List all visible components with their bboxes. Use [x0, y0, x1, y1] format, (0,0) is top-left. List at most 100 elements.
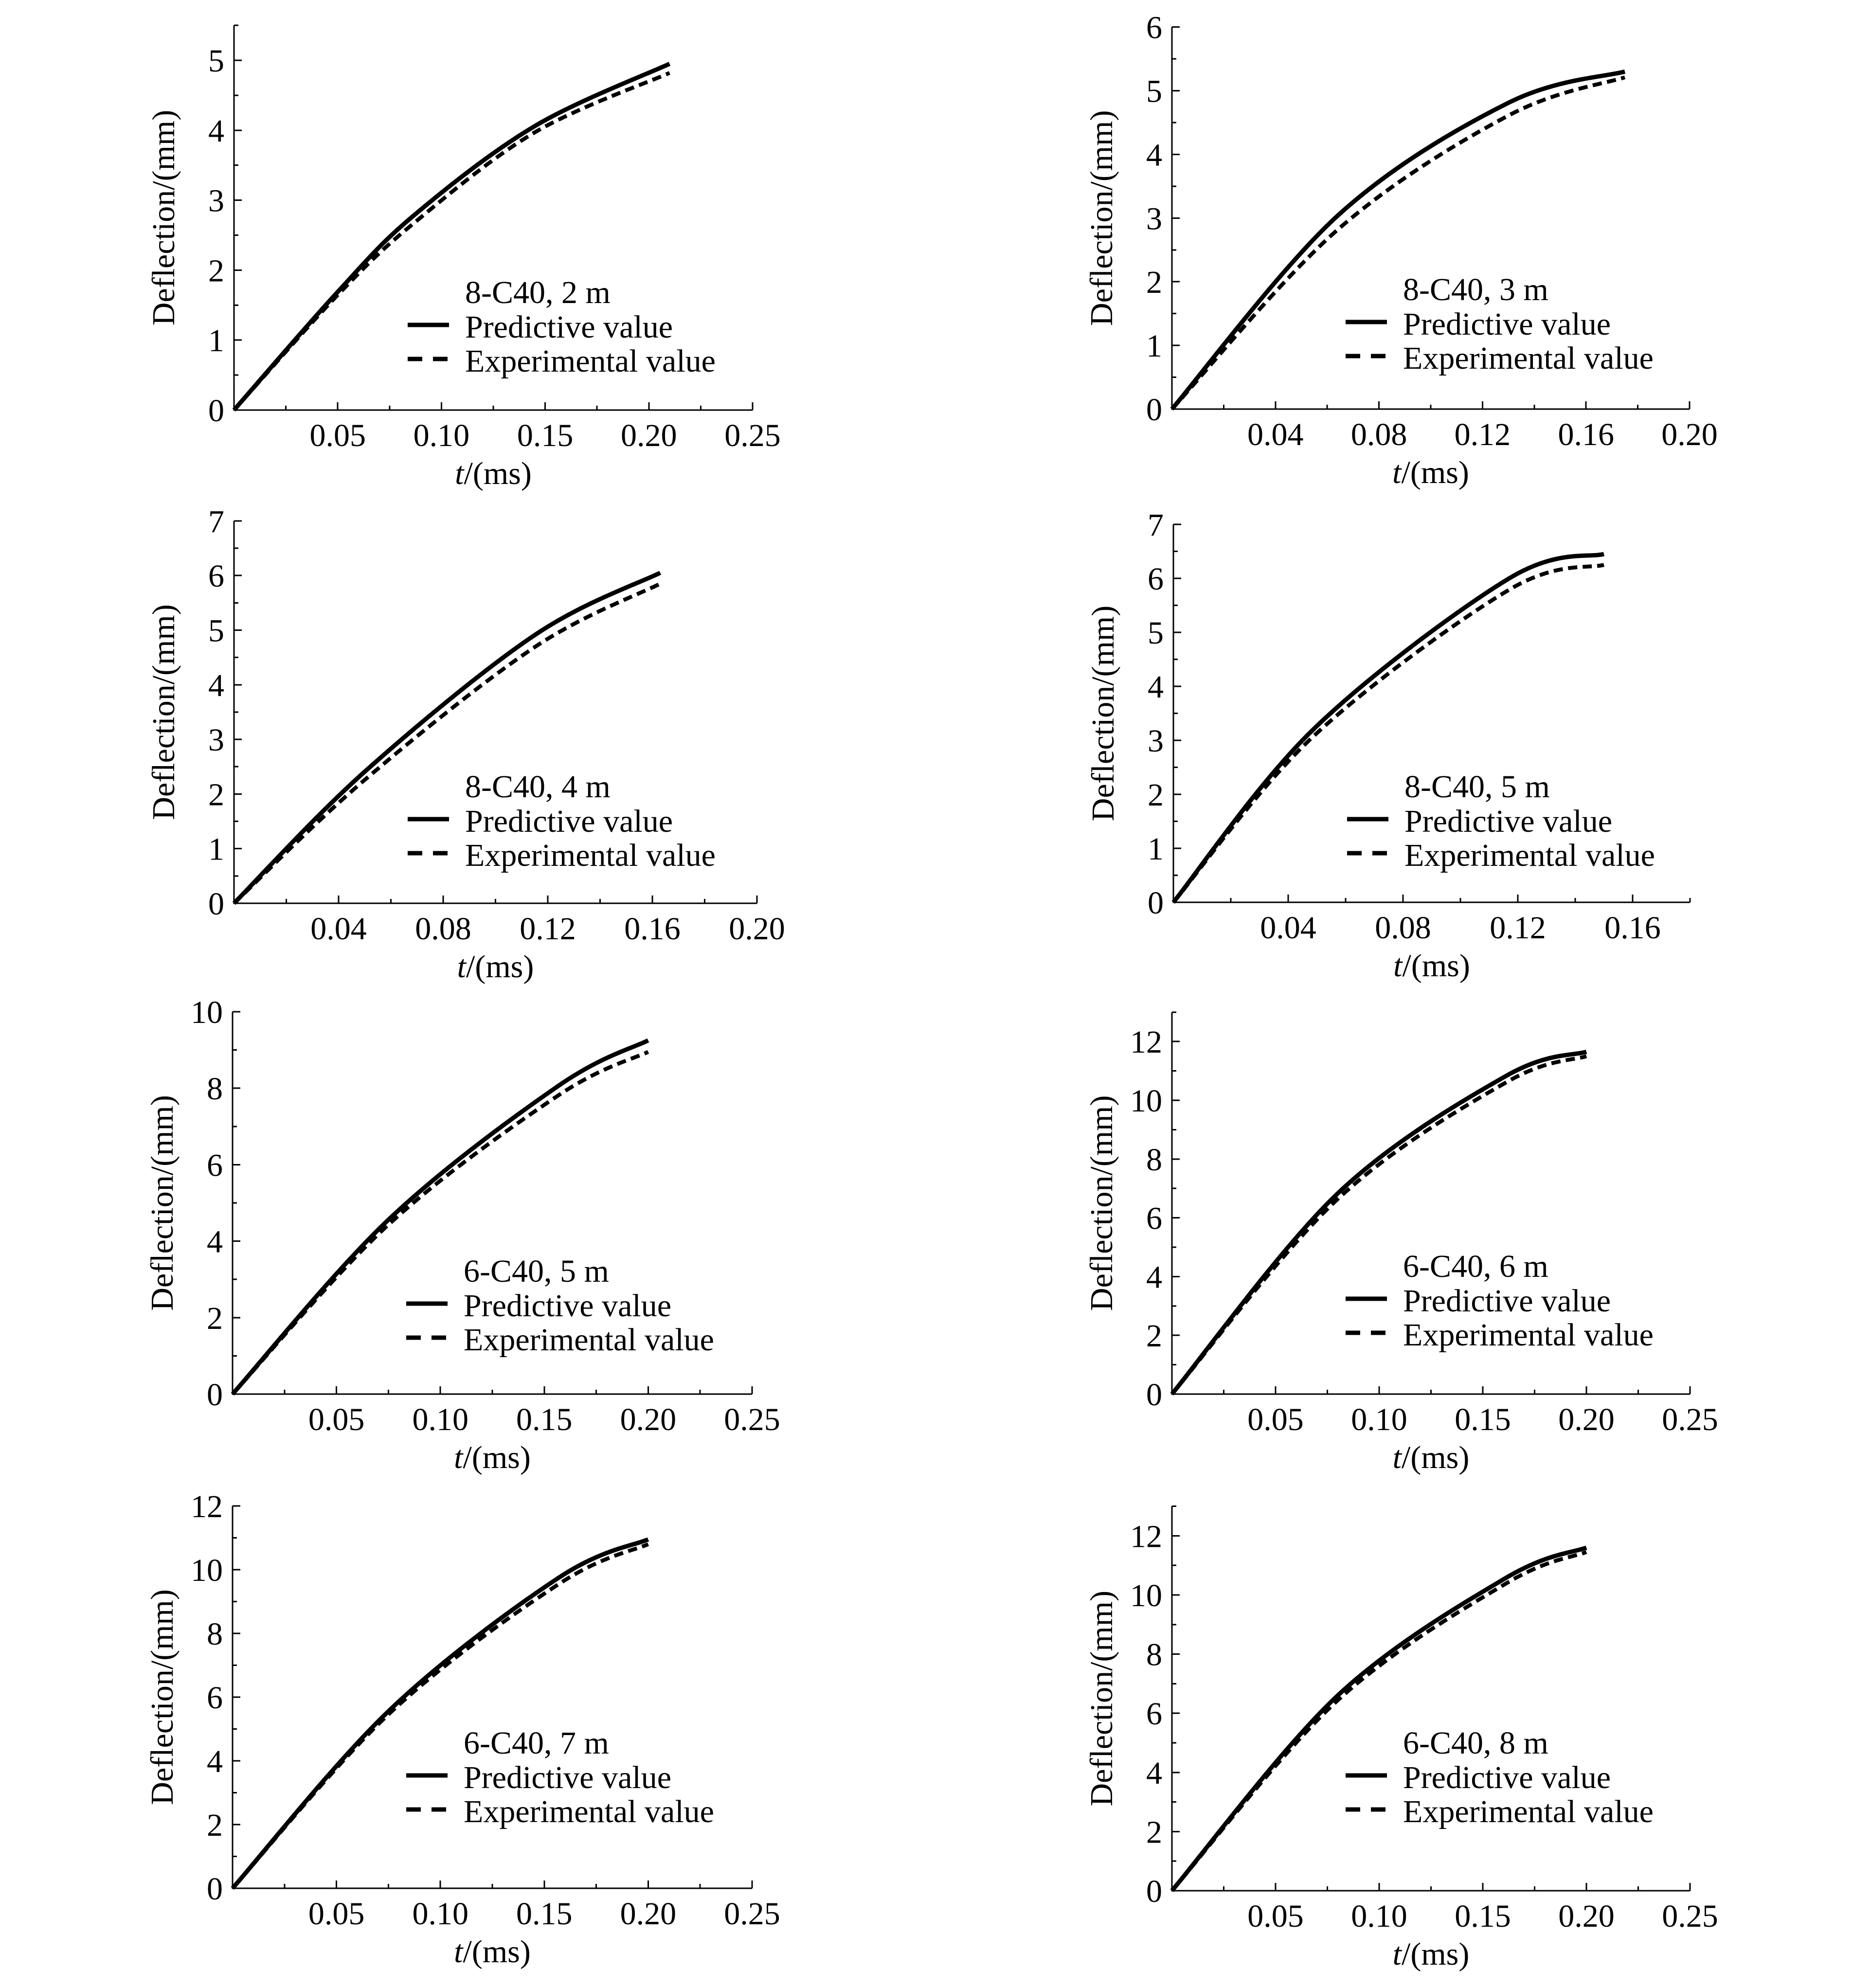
svg-text:0: 0	[207, 1377, 223, 1413]
svg-text:10: 10	[1130, 1083, 1162, 1119]
svg-text:Experimental value: Experimental value	[465, 343, 716, 379]
svg-text:6-C40, 6 m: 6-C40, 6 m	[1403, 1249, 1548, 1284]
svg-text:0.25: 0.25	[1662, 1402, 1718, 1437]
svg-text:4: 4	[207, 1744, 223, 1779]
svg-text:0.08: 0.08	[1351, 417, 1407, 452]
svg-text:Experimental value: Experimental value	[465, 838, 716, 873]
svg-text:0.20: 0.20	[1558, 1402, 1615, 1437]
svg-text:t/(ms): t/(ms)	[1393, 948, 1470, 984]
svg-text:1: 1	[208, 832, 224, 867]
svg-text:5: 5	[208, 613, 224, 649]
svg-text:0.12: 0.12	[520, 911, 576, 947]
svg-text:10: 10	[1130, 1578, 1162, 1613]
svg-text:0: 0	[1146, 1874, 1162, 1909]
svg-text:4: 4	[1146, 1259, 1162, 1295]
svg-text:4: 4	[1148, 669, 1164, 705]
svg-text:0: 0	[1146, 392, 1162, 428]
svg-text:0: 0	[207, 1871, 223, 1907]
svg-text:0.05: 0.05	[309, 418, 366, 453]
svg-text:Experimental value: Experimental value	[464, 1322, 714, 1358]
svg-text:8: 8	[207, 1071, 223, 1107]
svg-text:0.16: 0.16	[1604, 910, 1661, 946]
svg-text:Predictive value: Predictive value	[465, 309, 673, 345]
svg-text:6: 6	[1146, 10, 1162, 46]
svg-text:8-C40, 4 m: 8-C40, 4 m	[465, 769, 611, 805]
svg-text:4: 4	[208, 113, 224, 149]
svg-text:4: 4	[1146, 137, 1162, 173]
svg-text:t/(ms): t/(ms)	[1392, 455, 1469, 490]
svg-text:2: 2	[208, 777, 224, 812]
svg-text:4: 4	[1146, 1755, 1162, 1791]
svg-text:Deflection/(mm): Deflection/(mm)	[1084, 1591, 1119, 1807]
svg-text:5: 5	[208, 43, 224, 79]
svg-text:2: 2	[208, 253, 224, 288]
svg-text:0.10: 0.10	[412, 1402, 468, 1437]
svg-text:2: 2	[207, 1808, 223, 1843]
svg-text:0.20: 0.20	[1558, 1898, 1615, 1934]
svg-text:8-C40, 3 m: 8-C40, 3 m	[1403, 272, 1548, 307]
svg-text:Deflection/(mm): Deflection/(mm)	[146, 604, 181, 820]
svg-text:4: 4	[208, 668, 224, 703]
svg-text:0.05: 0.05	[308, 1896, 365, 1932]
svg-text:10: 10	[191, 1553, 223, 1588]
svg-text:0.12: 0.12	[1490, 910, 1546, 946]
svg-text:0.08: 0.08	[1375, 910, 1431, 946]
svg-text:0.25: 0.25	[724, 418, 781, 453]
svg-text:1: 1	[208, 323, 224, 358]
svg-text:2: 2	[1146, 265, 1162, 300]
svg-text:Predictive value: Predictive value	[464, 1288, 671, 1324]
svg-text:Predictive value: Predictive value	[464, 1760, 671, 1795]
svg-text:6-C40, 8 m: 6-C40, 8 m	[1403, 1725, 1548, 1761]
svg-text:0.10: 0.10	[1351, 1402, 1407, 1437]
svg-text:7: 7	[1148, 507, 1164, 543]
svg-text:0.20: 0.20	[1661, 417, 1718, 452]
svg-text:Experimental value: Experimental value	[464, 1794, 714, 1829]
svg-text:3: 3	[1148, 723, 1164, 759]
svg-text:0.05: 0.05	[1247, 1898, 1304, 1934]
svg-text:6: 6	[1146, 1201, 1162, 1236]
svg-text:0.10: 0.10	[414, 418, 470, 453]
svg-text:1: 1	[1146, 328, 1162, 364]
svg-text:Predictive value: Predictive value	[465, 804, 673, 839]
svg-text:8-C40, 2 m: 8-C40, 2 m	[465, 275, 611, 310]
svg-text:t/(ms): t/(ms)	[457, 949, 534, 985]
svg-text:0: 0	[1146, 1377, 1162, 1413]
svg-text:0.20: 0.20	[621, 418, 677, 453]
svg-text:Predictive value: Predictive value	[1403, 1760, 1611, 1795]
svg-text:3: 3	[208, 183, 224, 219]
svg-text:0.05: 0.05	[308, 1402, 365, 1437]
svg-text:0.04: 0.04	[1260, 910, 1316, 946]
svg-text:Deflection/(mm): Deflection/(mm)	[1084, 1095, 1119, 1311]
svg-text:Experimental value: Experimental value	[1404, 838, 1655, 873]
svg-text:Predictive value: Predictive value	[1404, 804, 1612, 839]
svg-text:Deflection/(mm): Deflection/(mm)	[1085, 606, 1121, 822]
svg-text:0.15: 0.15	[516, 1896, 573, 1932]
svg-text:0.20: 0.20	[620, 1896, 677, 1932]
svg-text:5: 5	[1148, 615, 1164, 651]
svg-text:Deflection/(mm): Deflection/(mm)	[144, 1589, 180, 1805]
svg-text:0.25: 0.25	[724, 1896, 780, 1932]
svg-text:t/(ms): t/(ms)	[1393, 1936, 1470, 1972]
svg-text:2: 2	[207, 1301, 223, 1336]
svg-text:0.04: 0.04	[1247, 417, 1304, 452]
svg-text:0.10: 0.10	[1351, 1898, 1407, 1934]
svg-text:t/(ms): t/(ms)	[454, 1440, 531, 1475]
svg-text:0: 0	[208, 393, 224, 429]
svg-text:0.15: 0.15	[517, 418, 574, 453]
svg-text:0.15: 0.15	[1455, 1402, 1511, 1437]
svg-text:0.25: 0.25	[724, 1402, 780, 1437]
svg-text:3: 3	[208, 722, 224, 758]
svg-text:t/(ms): t/(ms)	[454, 1934, 531, 1970]
svg-text:Predictive value: Predictive value	[1403, 1283, 1611, 1319]
svg-text:0.08: 0.08	[415, 911, 471, 947]
svg-text:12: 12	[1130, 1519, 1162, 1554]
svg-text:Experimental value: Experimental value	[1403, 1794, 1654, 1829]
svg-text:t/(ms): t/(ms)	[455, 456, 532, 491]
svg-text:0.15: 0.15	[1455, 1898, 1511, 1934]
svg-text:Deflection/(mm): Deflection/(mm)	[1084, 110, 1119, 326]
svg-text:7: 7	[208, 504, 224, 539]
svg-text:2: 2	[1146, 1318, 1162, 1354]
svg-text:0.20: 0.20	[620, 1402, 677, 1437]
svg-text:Experimental value: Experimental value	[1403, 1317, 1654, 1353]
svg-text:4: 4	[207, 1224, 223, 1260]
